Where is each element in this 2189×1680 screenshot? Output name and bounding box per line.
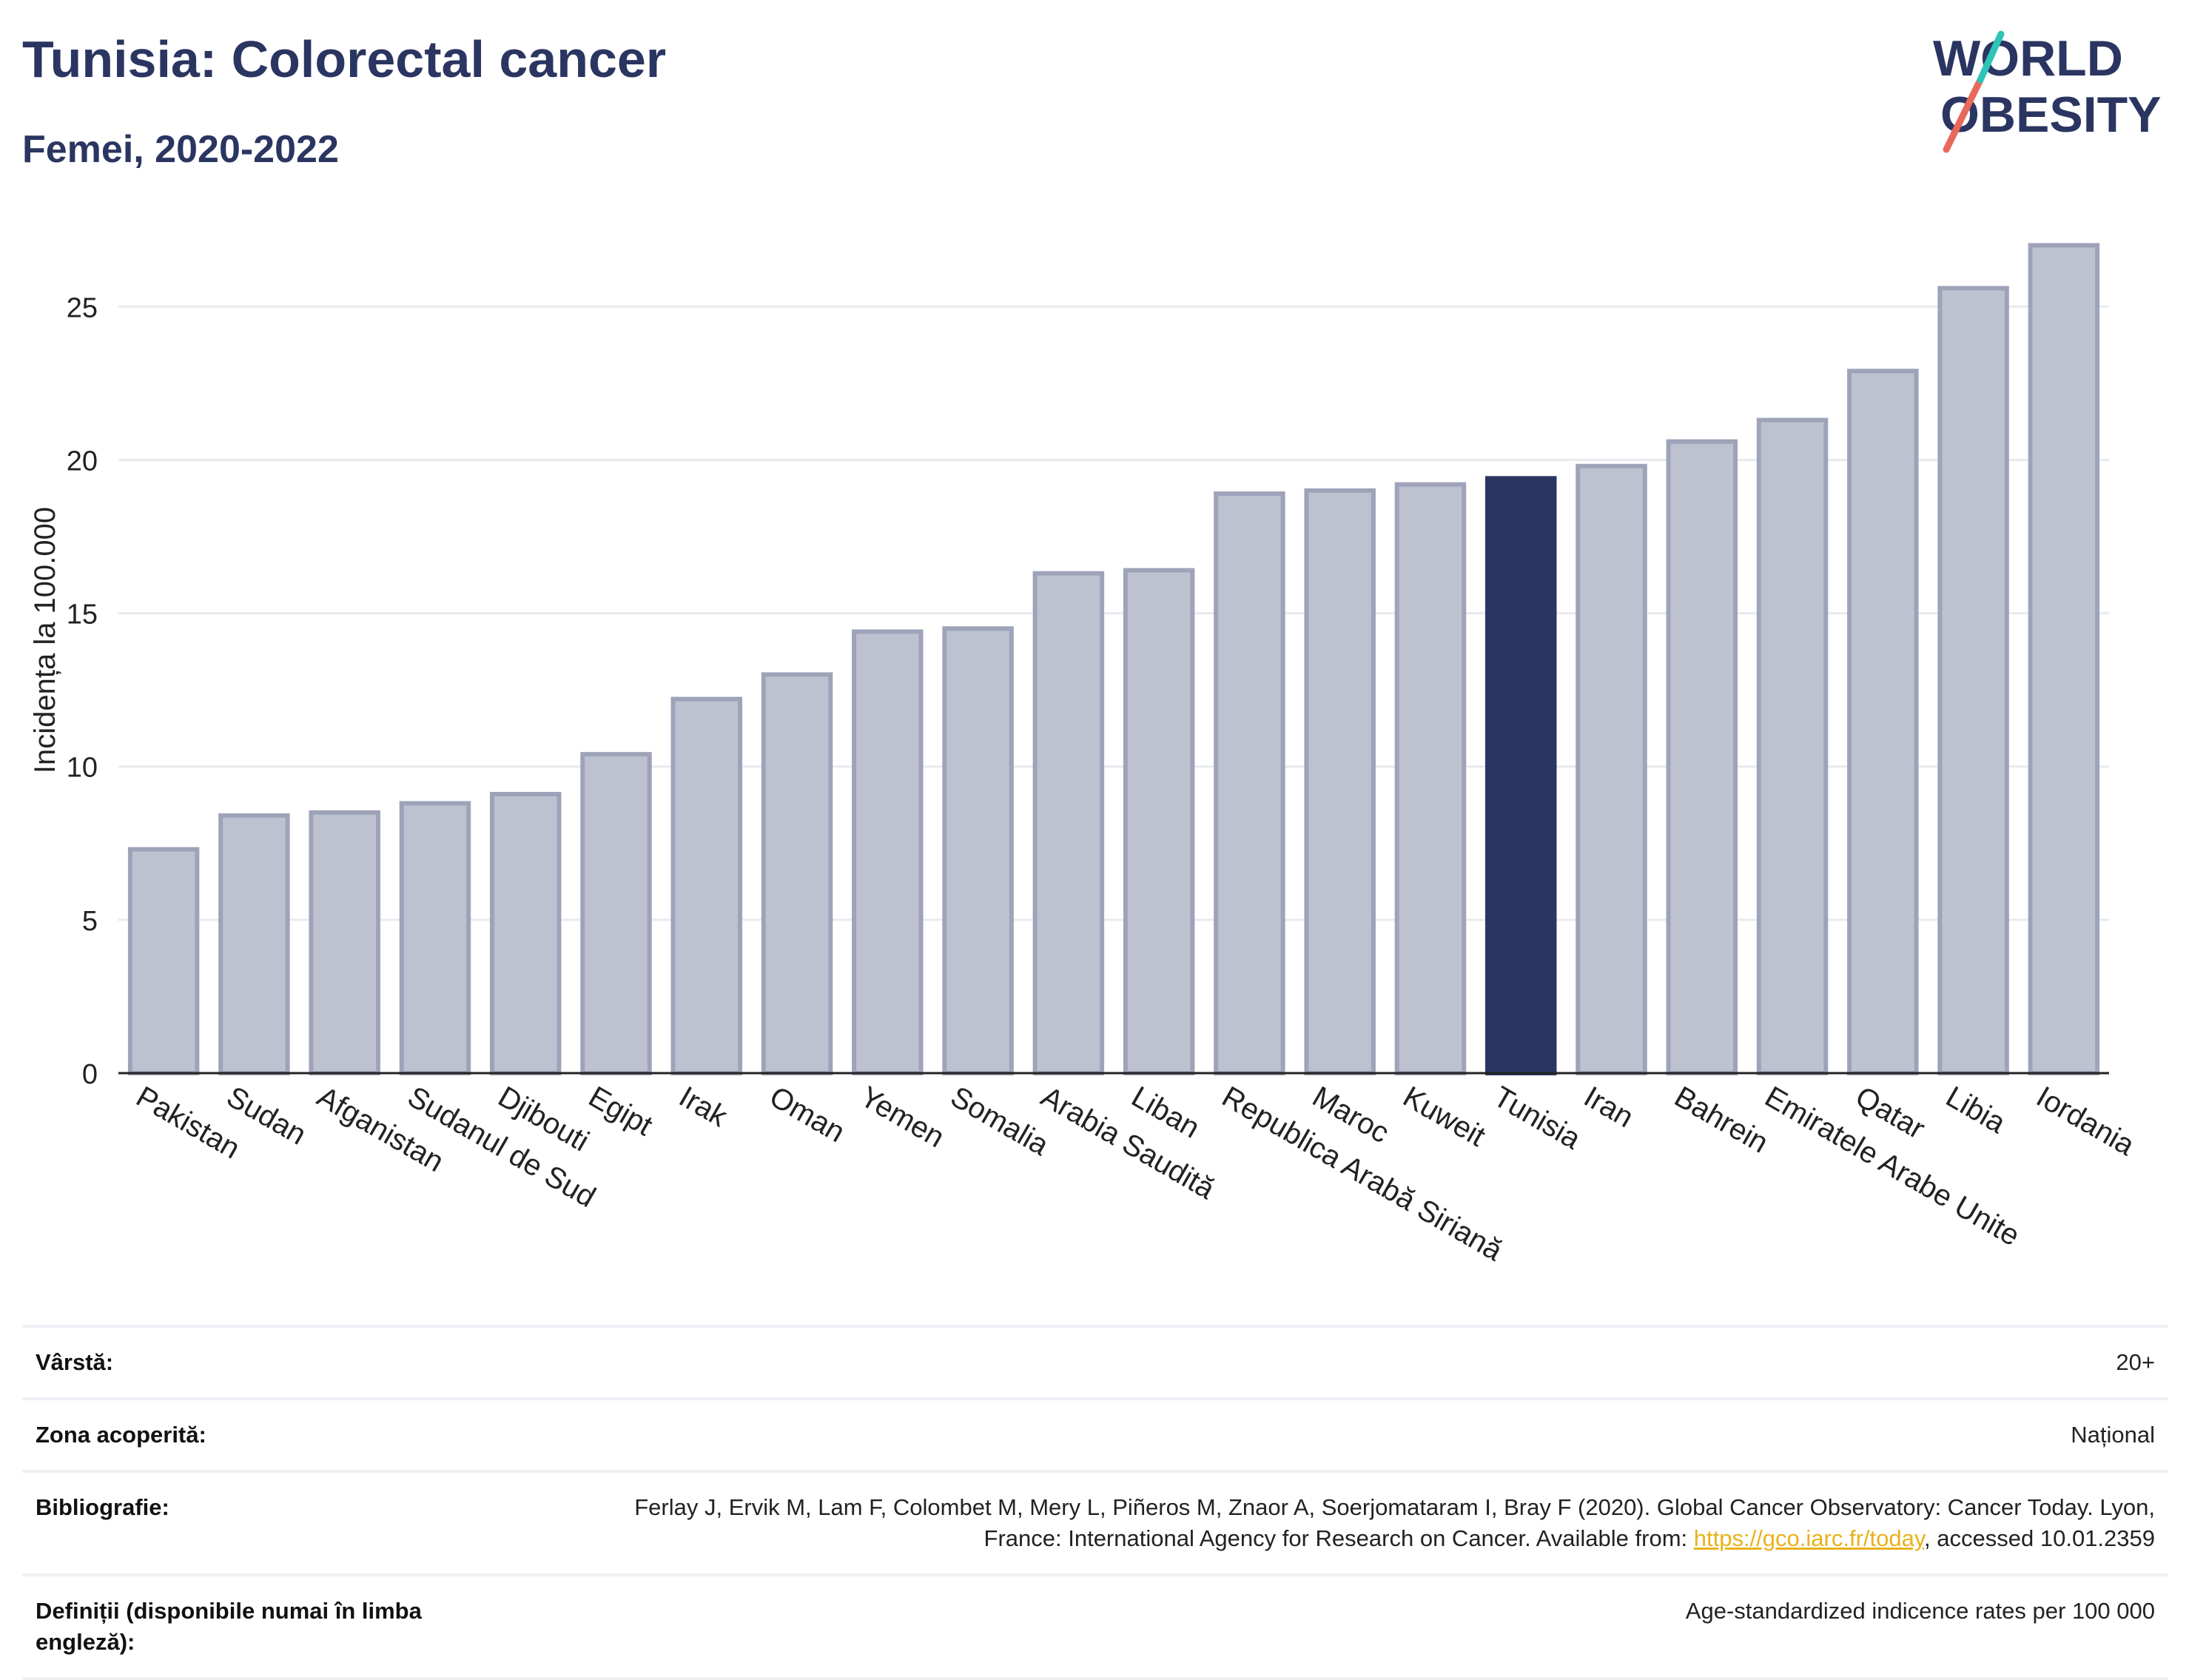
x-tick-label: Kuweit: [1397, 1081, 1490, 1153]
bar-liban[interactable]: [1123, 568, 1195, 1075]
logo-slash-teal-icon: [1977, 30, 2005, 84]
info-row-age: Vârstă: 20+: [22, 1325, 2168, 1397]
info-label: Definiții (disponibile numai în limba en…: [36, 1598, 422, 1655]
y-tick-label: 25: [67, 292, 98, 323]
chart-subtitle: Femei, 2020-2022: [22, 128, 339, 171]
y-tick-label: 15: [67, 599, 98, 631]
info-table: Vârstă: 20+ Zona acoperită: Național Bib…: [22, 1325, 2168, 1680]
y-tick-label: 20: [67, 446, 98, 477]
info-row-definitions: Definiții (disponibile numai în limba en…: [22, 1573, 2168, 1680]
info-label: Zona acoperită:: [36, 1422, 206, 1448]
bar-egipt[interactable]: [580, 752, 652, 1076]
y-axis-label: Incidența la 100.000: [29, 507, 61, 773]
bibliography-link[interactable]: https://gco.iarc.fr/today: [1693, 1525, 1925, 1551]
bar-arabia-saudită[interactable]: [1032, 571, 1105, 1075]
x-tick-label: Somalia: [945, 1081, 1055, 1163]
logo-line-1: WORLD: [1933, 30, 2123, 87]
bar-tunisia[interactable]: [1484, 476, 1557, 1075]
bar-republica-arabă-siriană[interactable]: [1214, 491, 1285, 1075]
info-row-coverage: Zona acoperită: Național: [22, 1397, 2168, 1470]
x-tick-label: Tunisia: [1488, 1081, 1587, 1156]
chart-title: Tunisia: Colorectal cancer: [22, 30, 667, 88]
bar-iran[interactable]: [1576, 463, 1647, 1075]
x-tick-label: Arabia Saudită: [1035, 1081, 1220, 1206]
bar-bahrein[interactable]: [1666, 439, 1738, 1075]
bar-maroc[interactable]: [1304, 488, 1376, 1075]
bar-yemen[interactable]: [852, 629, 924, 1075]
x-tick-label: Irak: [673, 1081, 733, 1134]
x-tick-label: Yemen: [855, 1081, 950, 1155]
bar-sudanul-de-sud[interactable]: [399, 801, 471, 1076]
x-tick-label: Pakistan: [131, 1081, 246, 1166]
x-tick-label: Oman: [764, 1081, 850, 1149]
logo-slash-red-icon: [1943, 76, 1984, 153]
bar-libia[interactable]: [1937, 286, 2009, 1075]
bar-djibouti[interactable]: [489, 792, 562, 1075]
bar-iordania[interactable]: [2028, 243, 2100, 1075]
bar-qatar[interactable]: [1847, 369, 1919, 1075]
x-tick-label: Egipt: [583, 1081, 658, 1143]
info-label: Vârstă:: [36, 1349, 114, 1375]
bibliography-accessed: , accessed 10.01.2359: [1924, 1525, 2155, 1551]
info-value: Age-standardized indicence rates per 100…: [1685, 1598, 2155, 1624]
info-label: Bibliografie:: [36, 1494, 169, 1520]
bar-oman[interactable]: [761, 672, 833, 1075]
bar-afganistan[interactable]: [309, 810, 380, 1076]
y-tick-label: 10: [67, 753, 98, 784]
x-tick-label: Iran: [1578, 1081, 1639, 1135]
bar-kuweit[interactable]: [1394, 482, 1467, 1075]
logo-line-2: OBESITY: [1940, 87, 2162, 143]
bar-irak[interactable]: [670, 696, 743, 1075]
bar-emiratele-arabe-unite[interactable]: [1756, 417, 1829, 1075]
bar-pakistan[interactable]: [127, 847, 200, 1075]
bar-sudan[interactable]: [218, 813, 290, 1075]
world-obesity-logo: WORLD OBESITY: [1933, 30, 2162, 153]
bibliography-text: Ferlay J, Ervik M, Lam F, Colombet M, Me…: [634, 1494, 2155, 1551]
y-tick-label: 0: [82, 1059, 98, 1090]
bar-somalia[interactable]: [942, 626, 1014, 1075]
x-tick-label: Libia: [1940, 1081, 2011, 1140]
y-tick-label: 5: [82, 906, 98, 937]
info-value: 20+: [2116, 1349, 2155, 1375]
info-value: Ferlay J, Ervik M, Lam F, Colombet M, Me…: [601, 1492, 2155, 1554]
info-row-bibliography: Bibliografie: Ferlay J, Ervik M, Lam F, …: [22, 1470, 2168, 1573]
x-tick-label: Bahrein: [1669, 1081, 1773, 1160]
info-value: Național: [2071, 1422, 2155, 1448]
x-tick-label: Iordania: [2031, 1081, 2140, 1163]
